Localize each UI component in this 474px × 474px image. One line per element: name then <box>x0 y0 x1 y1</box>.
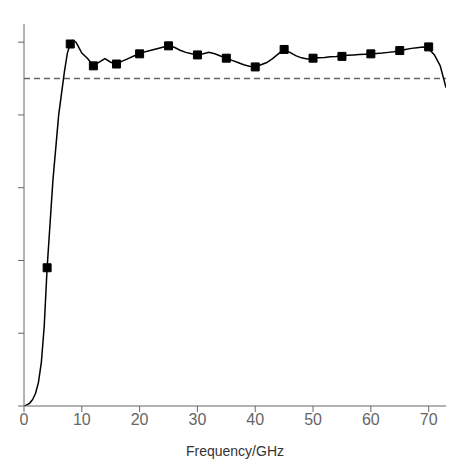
svg-text:40: 40 <box>246 411 264 428</box>
svg-text:60: 60 <box>362 411 380 428</box>
svg-text:50: 50 <box>304 411 322 428</box>
svg-text:30: 30 <box>189 411 207 428</box>
svg-text:10: 10 <box>73 411 91 428</box>
svg-text:20: 20 <box>131 411 149 428</box>
svg-text:0: 0 <box>20 411 29 428</box>
svg-text:Frequency/GHz: Frequency/GHz <box>186 443 284 459</box>
svg-text:70: 70 <box>420 411 438 428</box>
